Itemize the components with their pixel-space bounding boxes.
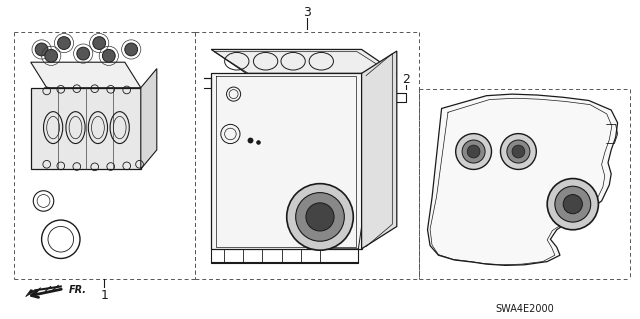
Circle shape xyxy=(58,37,70,49)
Polygon shape xyxy=(211,73,362,249)
Circle shape xyxy=(93,37,106,49)
Polygon shape xyxy=(428,94,618,265)
Polygon shape xyxy=(141,69,157,169)
Polygon shape xyxy=(31,62,141,88)
Circle shape xyxy=(102,49,115,62)
Circle shape xyxy=(563,195,582,214)
Text: 1: 1 xyxy=(100,289,108,302)
Text: 2: 2 xyxy=(403,73,410,86)
Circle shape xyxy=(287,184,353,250)
Text: SWA4E2000: SWA4E2000 xyxy=(495,304,554,315)
Polygon shape xyxy=(362,51,397,249)
Text: FR.: FR. xyxy=(69,285,87,295)
Polygon shape xyxy=(26,290,35,297)
Circle shape xyxy=(462,140,485,163)
Circle shape xyxy=(35,43,48,56)
Text: 3: 3 xyxy=(303,6,311,19)
Polygon shape xyxy=(211,49,397,73)
Circle shape xyxy=(296,193,344,241)
Circle shape xyxy=(456,134,492,169)
Circle shape xyxy=(555,186,591,222)
Circle shape xyxy=(467,145,480,158)
Circle shape xyxy=(547,179,598,230)
Circle shape xyxy=(125,43,138,56)
Circle shape xyxy=(77,47,90,60)
Circle shape xyxy=(507,140,530,163)
Circle shape xyxy=(500,134,536,169)
Circle shape xyxy=(512,145,525,158)
Polygon shape xyxy=(31,88,141,169)
Circle shape xyxy=(45,49,58,62)
Circle shape xyxy=(306,203,334,231)
